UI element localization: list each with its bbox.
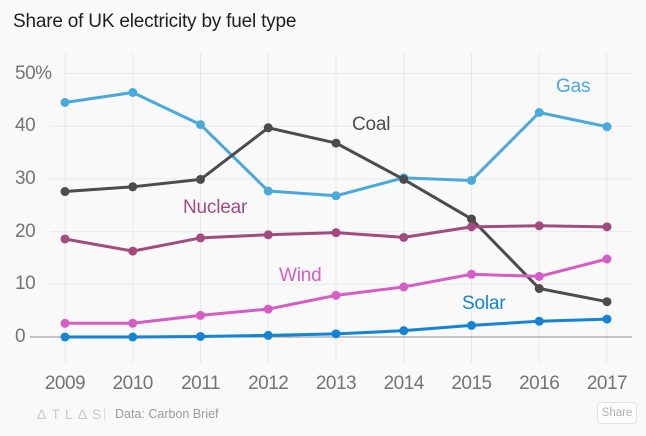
series-label-nuclear: Nuclear — [183, 197, 248, 218]
data-point-gas-2011[interactable] — [196, 120, 205, 130]
data-point-solar-2009[interactable] — [60, 332, 70, 342]
data-point-coal-2014[interactable] — [399, 174, 409, 184]
series-label-coal: Coal — [352, 114, 391, 135]
series-label-wind: Wind — [279, 265, 322, 286]
series-label-gas: Gas — [556, 76, 591, 97]
data-point-wind-2013[interactable] — [331, 290, 341, 300]
data-point-nuclear-2016[interactable] — [534, 221, 544, 231]
data-point-wind-2016[interactable] — [534, 271, 544, 281]
data-point-gas-2009[interactable] — [60, 97, 70, 107]
data-point-nuclear-2017[interactable] — [602, 222, 612, 232]
x-axis-tick-2011: 2011 — [181, 373, 220, 394]
data-point-gas-2017[interactable] — [602, 122, 612, 132]
y-axis-tick-30: 30 — [15, 167, 36, 189]
data-point-coal-2009[interactable] — [60, 187, 70, 197]
data-point-solar-2017[interactable] — [602, 314, 612, 324]
data-point-wind-2011[interactable] — [196, 310, 205, 320]
data-point-solar-2014[interactable] — [399, 326, 409, 336]
data-point-coal-2017[interactable] — [602, 297, 612, 307]
x-axis-tick-2014: 2014 — [383, 373, 425, 394]
x-axis-tick-2013: 2013 — [315, 373, 357, 394]
x-axis-tick-2015: 2015 — [451, 373, 492, 394]
data-point-nuclear-2014[interactable] — [399, 232, 409, 242]
y-axis-tick-40: 40 — [15, 115, 36, 137]
data-point-coal-2015[interactable] — [467, 214, 476, 224]
footer-separator: | — [103, 406, 107, 421]
data-point-solar-2011[interactable] — [196, 331, 205, 341]
x-axis-tick-2009: 2009 — [44, 373, 86, 394]
data-point-solar-2010[interactable] — [128, 332, 138, 342]
data-point-solar-2016[interactable] — [534, 316, 544, 326]
series-label-solar: Solar — [462, 293, 506, 314]
data-point-wind-2017[interactable] — [602, 254, 612, 264]
data-point-coal-2016[interactable] — [534, 284, 544, 294]
data-point-nuclear-2010[interactable] — [128, 246, 138, 256]
footer: ΔTLΔS | Data: Carbon Brief Share — [0, 398, 646, 436]
data-point-solar-2015[interactable] — [467, 320, 476, 330]
data-point-wind-2015[interactable] — [467, 269, 476, 279]
data-point-gas-2013[interactable] — [331, 191, 341, 201]
data-point-gas-2012[interactable] — [263, 186, 273, 196]
x-axis-tick-2010: 2010 — [112, 373, 154, 394]
data-point-coal-2010[interactable] — [128, 182, 138, 192]
data-point-nuclear-2012[interactable] — [263, 230, 273, 240]
y-axis-tick-0: 0 — [15, 326, 26, 347]
x-axis-tick-2017: 2017 — [586, 373, 628, 394]
y-axis-tick-10: 10 — [15, 273, 36, 295]
share-button[interactable]: Share — [597, 402, 637, 424]
data-point-gas-2015[interactable] — [467, 175, 476, 185]
chart-title: Share of UK electricity by fuel type — [13, 11, 297, 32]
data-point-nuclear-2013[interactable] — [331, 228, 341, 238]
data-point-solar-2012[interactable] — [263, 330, 273, 340]
data-point-solar-2013[interactable] — [331, 329, 341, 339]
data-point-nuclear-2011[interactable] — [196, 233, 205, 243]
y-axis-tick-20: 20 — [15, 220, 36, 242]
atlas-logo: ΔTLΔS — [37, 406, 107, 422]
data-point-wind-2012[interactable] — [263, 304, 273, 314]
data-point-wind-2009[interactable] — [60, 318, 70, 328]
data-point-nuclear-2015[interactable] — [467, 222, 476, 232]
data-point-wind-2010[interactable] — [128, 318, 138, 328]
data-point-coal-2011[interactable] — [196, 174, 205, 184]
data-point-nuclear-2009[interactable] — [60, 234, 70, 244]
data-point-gas-2010[interactable] — [128, 87, 138, 97]
x-axis-tick-2012: 2012 — [248, 373, 289, 394]
data-point-gas-2016[interactable] — [534, 107, 544, 117]
x-axis-tick-2016: 2016 — [519, 373, 560, 394]
y-axis-tick-50: 50% — [15, 62, 52, 84]
data-point-wind-2014[interactable] — [399, 282, 409, 292]
data-credit: Data: Carbon Brief — [115, 407, 219, 421]
data-point-coal-2013[interactable] — [331, 138, 341, 148]
data-point-coal-2012[interactable] — [263, 123, 273, 133]
